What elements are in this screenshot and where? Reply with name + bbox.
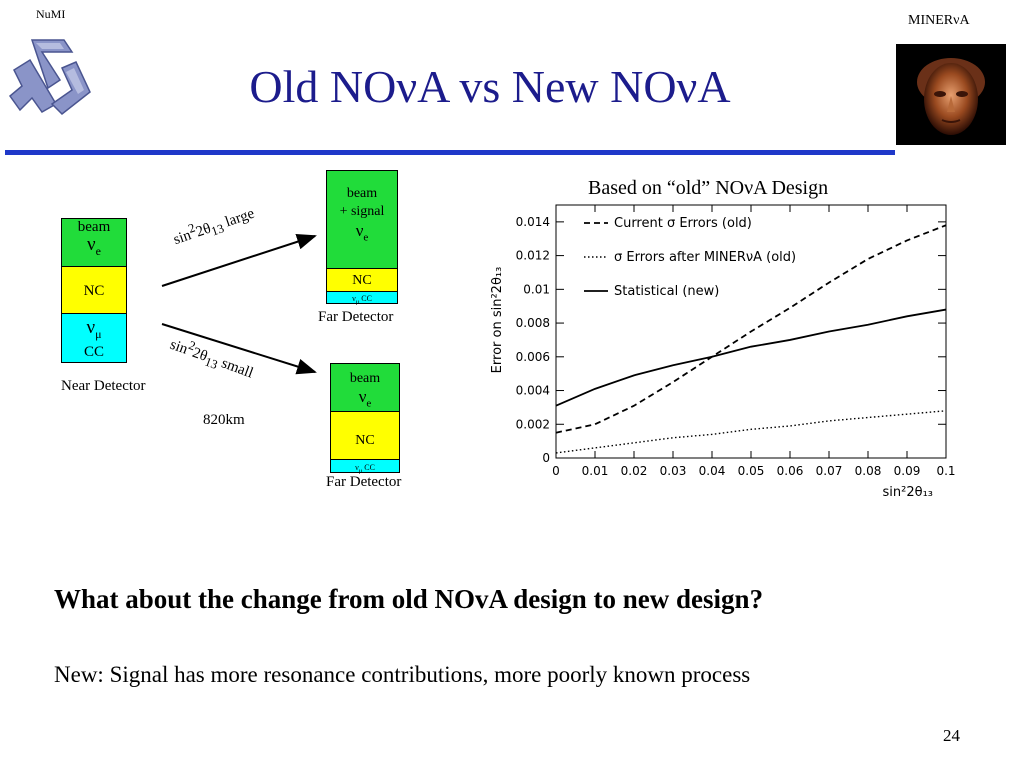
y-tick-label: 0.012 — [516, 249, 550, 263]
far-detector-top-label: Far Detector — [318, 309, 394, 325]
far-top-cc-segment: νμ CC — [327, 292, 397, 306]
far-top-nue-label: νe — [355, 221, 369, 244]
y-tick-label: 0.01 — [523, 282, 550, 296]
chart-y-axis-label: Error on sin²2θ₁₃ — [490, 267, 505, 374]
legend-label: Statistical (new) — [614, 284, 719, 299]
y-tick-label: 0.014 — [516, 215, 550, 229]
chart-legend: Current σ Errors (old) σ Errors after MIN… — [584, 216, 796, 299]
far-top-nc-segment: NC — [327, 269, 397, 292]
near-beam-label: beam — [77, 219, 111, 235]
near-cc-label: CC — [83, 343, 104, 360]
legend-label: Current σ Errors (old) — [614, 216, 752, 231]
far-bottom-nue-label: νe — [358, 387, 372, 410]
y-tick-label: 0.004 — [516, 384, 550, 398]
far-top-beam-label: beam — [346, 186, 378, 201]
x-tick-label: 0.06 — [777, 464, 804, 478]
near-detector-stack: beam νe NC νμ CC — [61, 218, 127, 363]
numi-corner-label: NuMI — [36, 7, 66, 21]
near-nue-label: νe — [87, 234, 101, 258]
slide-title: Old NOνA vs New NOνA — [249, 61, 731, 112]
x-tick-label: 0.1 — [936, 464, 955, 478]
far-bottom-beam-segment: beam νe — [331, 364, 399, 412]
far-bottom-beam-label: beam — [349, 371, 381, 386]
far-detector-bottom-stack: beam νe NC νμ CC — [330, 363, 400, 475]
oscillation-arrows — [161, 233, 317, 375]
x-tick-label: 0.03 — [660, 464, 687, 478]
chart-x-axis-label: sin²2θ₁₃ — [883, 485, 933, 500]
far-bottom-cc-segment: νμ CC — [331, 460, 399, 475]
x-tick-label: 0.05 — [738, 464, 765, 478]
error-chart: Error on sin²2θ₁₃ sin²2θ₁₃ 0 0.01 0.02 0.03… — [490, 204, 956, 500]
far-top-signal-label: + signal — [339, 204, 385, 219]
series-line-dashed — [555, 224, 947, 434]
chart-caption: Based on “old” NOνA Design — [588, 177, 829, 199]
y-tick-label: 0.002 — [516, 417, 550, 431]
y-tick-label: 0.006 — [516, 350, 550, 364]
x-tick-label: 0.08 — [855, 464, 882, 478]
x-tick-label: 0.02 — [621, 464, 648, 478]
near-numu-segment: νμ CC — [62, 314, 126, 362]
new-design-note: New: Signal has more resonance contribut… — [54, 662, 751, 687]
series-line-dotted — [555, 410, 947, 454]
far-bottom-nc-label: NC — [355, 433, 375, 448]
far-top-cc-label: νμ CC — [352, 294, 372, 306]
series-line-solid — [555, 308, 947, 407]
near-beam-segment: beam νe — [62, 219, 126, 267]
y-tick-label: 0 — [542, 451, 550, 465]
legend-label: σ Errors after MINERνA (old) — [614, 250, 796, 265]
near-nc-label: NC — [83, 283, 105, 299]
numi-logo-icon — [8, 39, 91, 116]
chart-plot-area: 0 0.01 0.02 0.03 0.04 0.05 0.06 0.07 0.08 0.09 0.1… — [516, 204, 956, 478]
far-bottom-nc-segment: NC — [331, 412, 399, 460]
title-divider — [5, 150, 895, 155]
x-tick-label: 0.09 — [894, 464, 921, 478]
far-top-nc-label: NC — [352, 273, 372, 288]
x-tick-label: 0 — [552, 464, 560, 478]
minerva-corner-label: MINERνA — [908, 13, 970, 28]
x-tick-label: 0.07 — [816, 464, 843, 478]
minerva-face-logo-icon — [896, 44, 1006, 145]
y-tick-label: 0.008 — [516, 316, 550, 330]
far-bottom-cc-label: νμ CC — [355, 463, 375, 475]
near-nc-segment: NC — [62, 267, 126, 314]
far-detector-bottom-label: Far Detector — [326, 474, 402, 490]
baseline-distance: 820km — [203, 412, 245, 428]
near-numu-label: νμ — [86, 317, 102, 341]
arrow-to-far-top — [161, 233, 317, 287]
x-tick-label: 0.01 — [582, 464, 609, 478]
page-number: 24 — [943, 726, 960, 745]
x-tick-label: 0.04 — [699, 464, 726, 478]
far-detector-top-stack: beam + signal νe NC νμ CC — [326, 170, 398, 306]
far-top-beam-signal-segment: beam + signal νe — [327, 171, 397, 269]
near-detector-label: Near Detector — [61, 378, 146, 394]
arrow-to-far-bottom — [161, 323, 317, 375]
question-text: What about the change from old NOvA desi… — [54, 584, 764, 614]
